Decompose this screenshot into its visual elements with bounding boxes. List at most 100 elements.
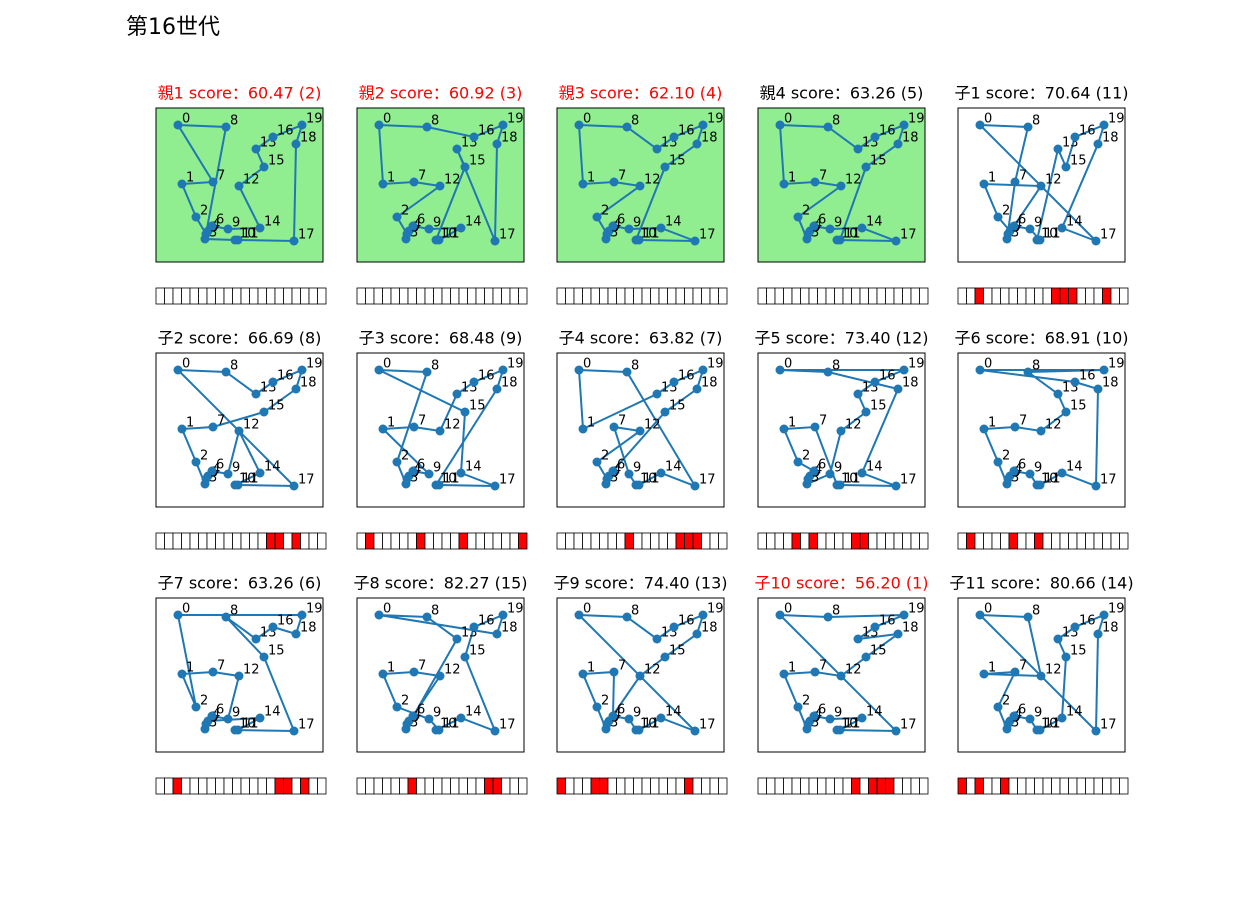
city-label: 10 — [640, 227, 657, 242]
city-point — [779, 424, 789, 434]
gene-cell — [365, 777, 375, 795]
gene-cell — [783, 287, 793, 305]
city-label: 1 — [988, 661, 996, 676]
gene-cell — [675, 287, 685, 305]
city-point — [652, 389, 662, 399]
city-point — [409, 667, 419, 677]
city-label: 8 — [230, 114, 238, 129]
city-point — [893, 384, 903, 394]
city-label: 17 — [499, 228, 516, 243]
city-point — [690, 481, 700, 491]
city-point — [452, 389, 462, 399]
city-label: 10 — [440, 472, 457, 487]
gene-cell — [492, 287, 502, 305]
city-point — [698, 610, 708, 620]
city-point — [836, 426, 846, 436]
gene-cell — [1068, 777, 1078, 795]
gene-cell — [616, 532, 626, 550]
city-label: 16 — [478, 614, 495, 629]
city-point — [624, 714, 634, 724]
city-point — [297, 365, 307, 375]
gene-cell — [441, 287, 451, 305]
city-point — [635, 181, 645, 191]
gene-cell — [800, 777, 810, 795]
city-label: 10 — [841, 227, 858, 242]
gene-cell — [902, 287, 912, 305]
city-label: 19 — [306, 602, 323, 617]
gene-cell — [624, 532, 634, 550]
gene-cell — [1119, 532, 1129, 550]
city-point — [392, 702, 402, 712]
city-point — [1035, 725, 1045, 735]
gene-cell — [650, 777, 660, 795]
city-label: 0 — [583, 112, 591, 127]
city-point — [975, 610, 985, 620]
city-point — [1003, 474, 1013, 484]
gene-cell — [1034, 532, 1044, 550]
city-point — [490, 726, 500, 736]
city-label: 8 — [832, 114, 840, 129]
city-label: 1 — [788, 171, 796, 186]
city-point — [809, 711, 819, 721]
city-label: 18 — [902, 621, 919, 636]
city-point — [1010, 177, 1020, 187]
gene-cell — [718, 532, 728, 550]
gene-cell — [876, 287, 886, 305]
gene-cell — [450, 287, 460, 305]
gene-cell — [1017, 777, 1027, 795]
gene-cell — [416, 777, 426, 795]
gene-cell — [399, 287, 409, 305]
city-label: 10 — [841, 472, 858, 487]
city-label: 1 — [988, 171, 996, 186]
gene-cell — [458, 777, 468, 795]
gene-cell — [825, 532, 835, 550]
city-label: 17 — [900, 718, 917, 733]
gene-cell — [766, 777, 776, 795]
city-point — [993, 212, 1003, 222]
gene-cell — [718, 777, 728, 795]
city-point — [622, 122, 632, 132]
city-point — [1057, 713, 1067, 723]
gene-cell — [658, 287, 668, 305]
city-label: 18 — [701, 376, 718, 391]
city-point — [891, 481, 901, 491]
city-label: 7 — [217, 414, 225, 429]
city-label: 17 — [499, 718, 516, 733]
city-label: 11 — [844, 227, 861, 242]
gene-cell — [902, 532, 912, 550]
city-label: 17 — [499, 473, 516, 488]
city-label: 8 — [1032, 604, 1040, 619]
city-label: 14 — [465, 460, 482, 475]
city-label: 1 — [587, 416, 595, 431]
gene-cell — [467, 777, 477, 795]
city-label: 18 — [300, 376, 317, 391]
city-label: 19 — [306, 357, 323, 372]
gene-cell — [851, 532, 861, 550]
gene-cell — [709, 777, 719, 795]
city-point — [255, 468, 265, 478]
gene-cell — [458, 287, 468, 305]
city-label: 15 — [669, 644, 686, 659]
city-point — [870, 132, 880, 142]
city-label: 3 — [410, 226, 418, 241]
gene-cell — [573, 777, 583, 795]
city-label: 19 — [908, 112, 925, 127]
gene-cell — [774, 287, 784, 305]
city-label: 6 — [617, 458, 625, 473]
gene-cell — [317, 532, 327, 550]
gene-cell — [223, 287, 233, 305]
panel-title: 親1 score：60.47 (2) — [158, 84, 322, 103]
city-label: 3 — [610, 226, 618, 241]
city-label: 9 — [633, 216, 641, 231]
gene-cell — [283, 287, 293, 305]
city-label: 11 — [1044, 717, 1061, 732]
city-label: 2 — [601, 694, 609, 709]
gene-cell — [766, 532, 776, 550]
city-label: 10 — [440, 227, 457, 242]
city-point — [435, 426, 445, 436]
city-point — [635, 426, 645, 436]
city-label: 9 — [433, 706, 441, 721]
gene-cell — [155, 777, 165, 795]
city-label: 9 — [834, 216, 842, 231]
city-point — [234, 671, 244, 681]
